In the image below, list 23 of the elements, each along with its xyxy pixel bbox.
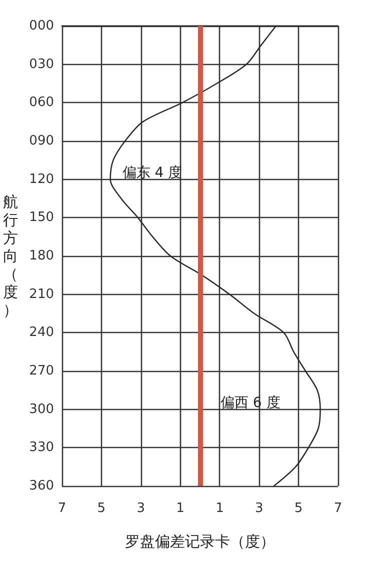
x-tick-label: 3	[255, 501, 264, 516]
x-tick-label: 7	[58, 501, 66, 516]
y-tick-label: 090	[29, 134, 54, 148]
x-tick-label: 1	[216, 501, 224, 516]
x-axis-title: 罗盘偏差记录卡（度）	[125, 532, 275, 550]
y-tick-label: 180	[29, 248, 54, 264]
x-tick-label: 7	[334, 501, 342, 516]
y-tick-label: 210	[29, 286, 54, 302]
y-axis-title: 航行方向（度）	[3, 193, 18, 319]
x-tick-label: 5	[294, 501, 303, 516]
x-tick-label: 3	[136, 501, 145, 516]
y-tick-label: 030	[29, 56, 54, 72]
y-tick-label: 270	[29, 364, 54, 378]
y-tick-label: 300	[29, 402, 54, 417]
x-tick-label: 5	[97, 501, 106, 516]
x-tick-label: 1	[176, 501, 184, 516]
y-tick-label: 000	[29, 18, 54, 34]
y-tick-label: 240	[29, 325, 54, 340]
y-tick-label: 150	[29, 210, 54, 226]
y-tick-label: 120	[29, 172, 54, 187]
y-tick-label: 360	[29, 478, 54, 494]
y-tick-label: 330	[29, 440, 54, 456]
y-tick-label: 060	[29, 95, 54, 110]
